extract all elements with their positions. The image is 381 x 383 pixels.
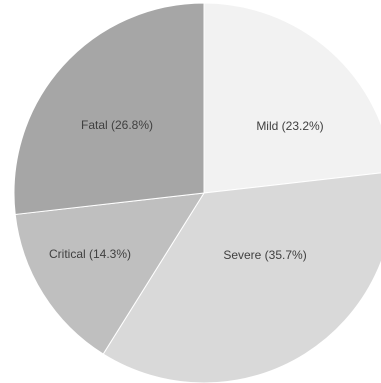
slice-severe [102, 172, 381, 383]
slice-fatal [13, 2, 205, 215]
slice-label-severe: Severe (35.7%) [223, 248, 306, 262]
slice-label-critical: Critical (14.3%) [49, 247, 131, 261]
slice-critical [14, 192, 205, 355]
slice-mild [203, 2, 381, 194]
pie-slices [13, 2, 381, 383]
pie-labels: Mild (23.2%) Severe (35.7%) Critical (14.3… [49, 118, 324, 262]
slice-label-mild: Mild (23.2%) [256, 119, 323, 133]
slice-label-fatal: Fatal (26.8%) [81, 118, 153, 132]
